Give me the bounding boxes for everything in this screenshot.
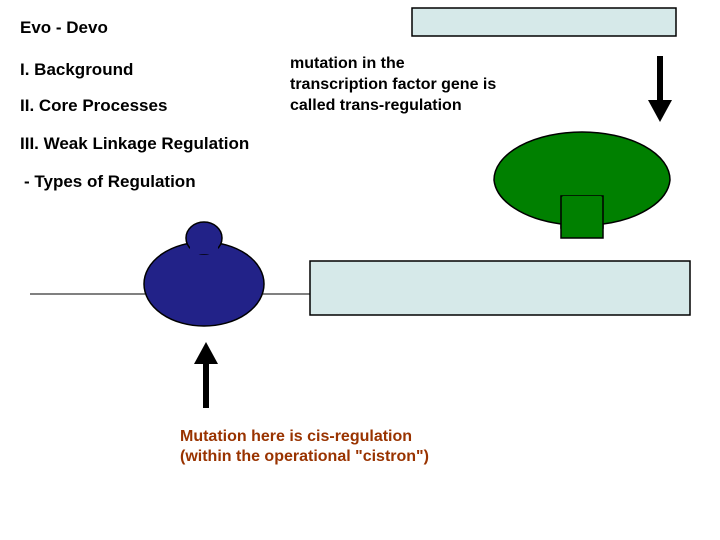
cis-annotation-line2: (within the operational "cistron"): [180, 448, 429, 466]
gene-box-top: [412, 8, 676, 36]
cis-annotation-line1: Mutation here is cis-regulation: [180, 428, 412, 446]
gene-box-lower: [310, 261, 690, 315]
page-title: Evo - Devo: [20, 18, 108, 38]
arrow-up-icon: [194, 342, 218, 408]
outline-i: I. Background: [20, 60, 133, 80]
outline-ii: II. Core Processes: [20, 96, 167, 116]
outline-sub: - Types of Regulation: [24, 172, 196, 192]
outline-iii: III. Weak Linkage Regulation: [20, 134, 249, 154]
trans-annotation-line3: called trans-regulation: [290, 97, 462, 115]
trans-annotation-line1: mutation in the: [290, 55, 405, 73]
arrow-down-icon: [648, 56, 672, 122]
blue-factor: [144, 222, 264, 326]
trans-annotation-line2: transcription factor gene is: [290, 76, 496, 94]
green-factor: [494, 132, 670, 238]
